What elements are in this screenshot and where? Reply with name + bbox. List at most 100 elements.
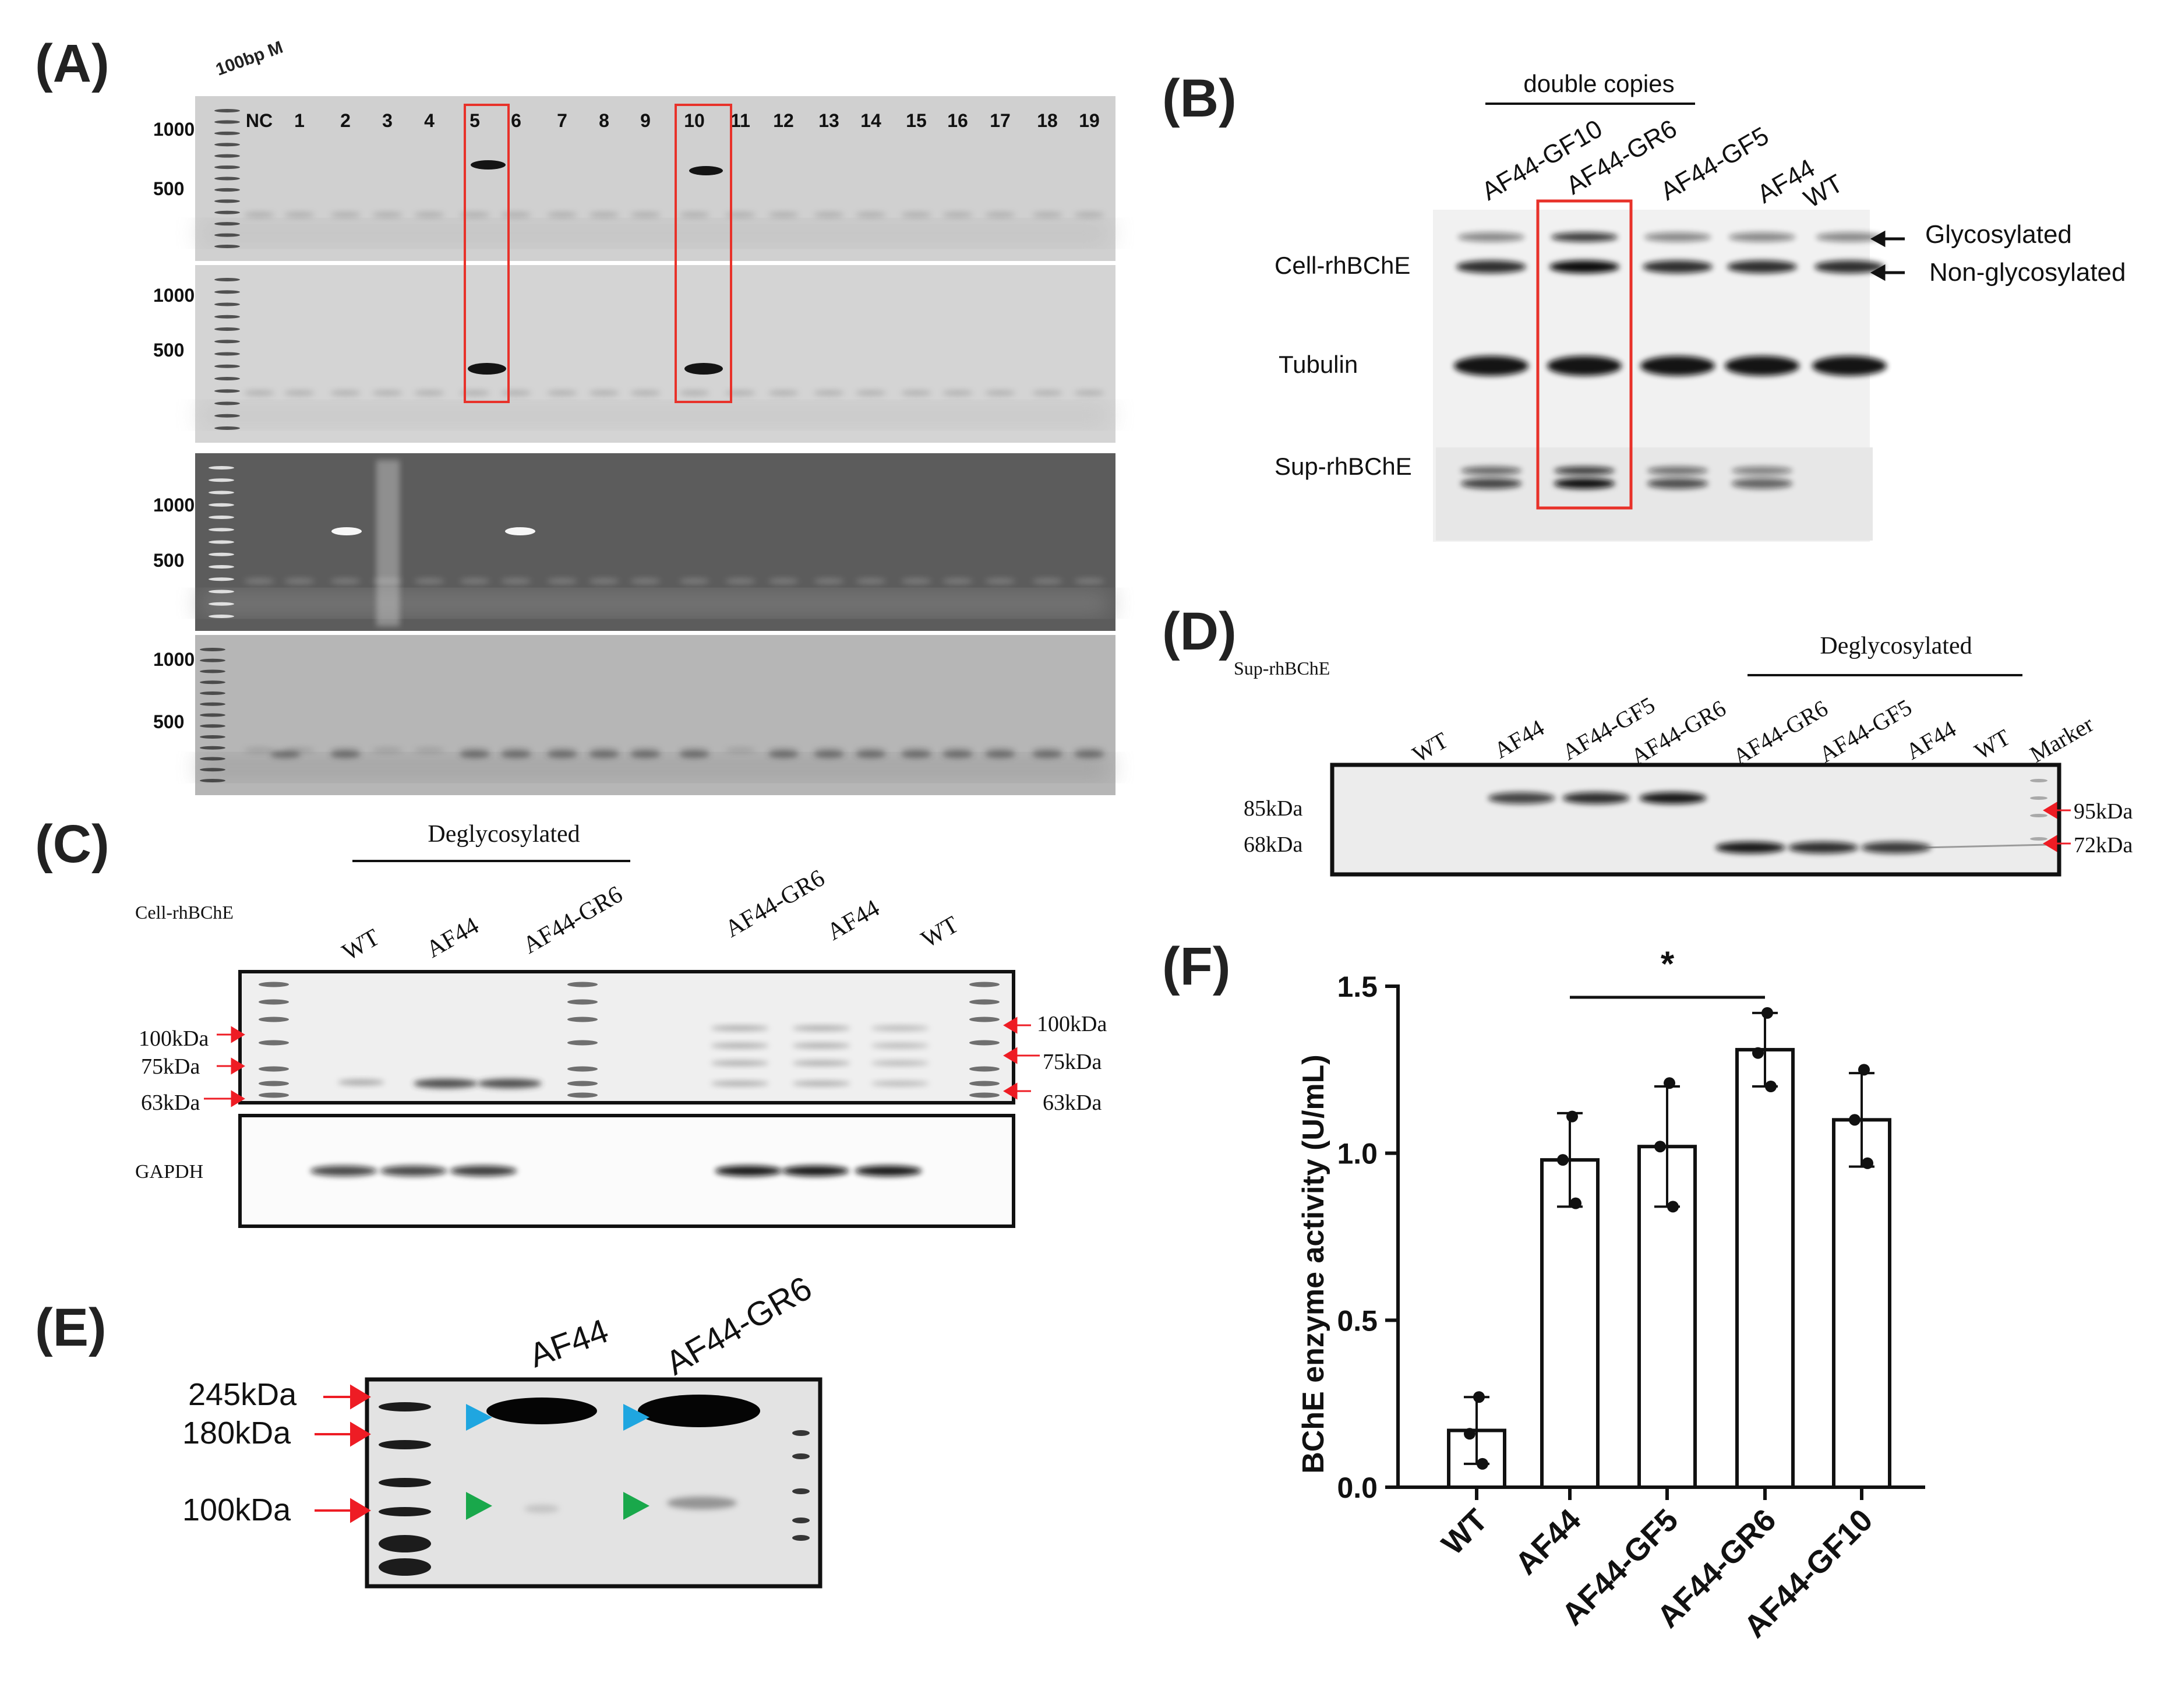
- band-smear: [711, 1081, 769, 1086]
- faint-band: [814, 211, 844, 218]
- faint-band: [460, 751, 490, 758]
- marker-label-c-right: 100kDa: [1037, 1012, 1107, 1036]
- panel-label-c: (C): [35, 814, 110, 874]
- ladder-band: [200, 779, 225, 782]
- lane-label-d: AF44: [1489, 714, 1548, 764]
- faint-band: [630, 751, 661, 758]
- ladder-band: [969, 982, 1000, 987]
- ladder-band: [214, 377, 240, 380]
- ladder-band: [200, 669, 225, 673]
- panel-label-d: (D): [1162, 602, 1237, 661]
- band-upper-af44: [486, 1398, 597, 1424]
- ladder-band: [792, 1518, 810, 1523]
- faint-band: [1032, 390, 1062, 396]
- lane-label: 17: [990, 110, 1011, 131]
- lane-label: 12: [773, 110, 794, 131]
- ladder-band: [969, 999, 1000, 1005]
- band-lane-10: [684, 363, 723, 375]
- ladder-band: [214, 154, 240, 158]
- faint-band: [1074, 211, 1104, 218]
- ladder-band: [2030, 837, 2047, 841]
- band-sup-lower: [1731, 478, 1793, 489]
- ladder-band: [200, 713, 225, 717]
- ladder-band: [209, 565, 234, 569]
- ladder-band: [214, 352, 240, 356]
- size-label-1000: 1000: [153, 119, 195, 140]
- faint-band: [814, 390, 844, 396]
- ladder-band: [209, 528, 234, 532]
- ladder-band: [214, 177, 240, 181]
- y-axis-label: BChE enzyme activity (U/mL): [1297, 1054, 1330, 1474]
- faint-band: [679, 211, 709, 218]
- marker-label-c-left: 63kDa: [141, 1091, 200, 1115]
- lane-label: 10: [684, 110, 705, 131]
- panel-label-b: (B): [1162, 69, 1237, 128]
- marker-label-d-left: 68kDa: [1244, 832, 1302, 857]
- panel-label-a: (A): [35, 34, 110, 93]
- ladder-band: [209, 516, 234, 519]
- faint-band: [901, 390, 931, 396]
- lane-label: 13: [818, 110, 839, 131]
- faint-band: [1032, 578, 1062, 584]
- ladder-band: [209, 615, 234, 618]
- panel-label-f: (F): [1162, 937, 1230, 996]
- panel-d: (D) Sup-rhBChE Deglycosylated WT AF44 AF…: [1162, 602, 2133, 877]
- gel-divider: [195, 631, 1115, 635]
- ladder-band: [259, 1092, 289, 1098]
- ladder-band: [2030, 796, 2047, 800]
- ladder-band: [214, 414, 240, 418]
- panel-e: (E) AF44 AF44-GR6 245kDa 180kDa 100kDa: [35, 1269, 822, 1589]
- faint-band: [942, 751, 973, 758]
- ladder-band: [200, 702, 225, 706]
- faint-band: [856, 751, 886, 758]
- marker-label-e: 180kDa: [182, 1416, 291, 1451]
- ladder-band: [214, 222, 240, 226]
- arrowhead-green: [466, 1492, 492, 1520]
- marker-label-d-right: 95kDa: [2074, 799, 2133, 824]
- highlight-lane-10: [675, 104, 732, 403]
- faint-band: [284, 211, 315, 218]
- data-point: [1667, 1201, 1679, 1213]
- ladder-band: [214, 143, 240, 147]
- lane-label: 7: [557, 110, 567, 131]
- lane-label-d: Marker: [2025, 711, 2098, 768]
- lane-label-e: AF44: [524, 1312, 613, 1375]
- ladder-band: [567, 999, 598, 1005]
- panel-f: (F) 0.00.51.01.5WT AF44AF44-GF5AF44-GR6AF…: [1162, 937, 1925, 1645]
- blot-b-bands: [1436, 232, 1887, 541]
- ladder-band: [214, 210, 240, 214]
- faint-band: [330, 211, 361, 218]
- faint-band: [942, 211, 973, 218]
- lane-label: NC: [246, 110, 273, 131]
- band-glycosylated: [1644, 232, 1711, 242]
- ladder-band: [200, 746, 225, 750]
- lane-label-c: WT: [917, 911, 963, 953]
- annotation-glycosylated: Glycosylated: [1925, 220, 2072, 249]
- ladder-band: [259, 1017, 289, 1022]
- marker-label-a: 100bp M: [213, 38, 285, 80]
- ladder-band: [2030, 814, 2047, 817]
- ladder-band: [214, 199, 240, 203]
- size-label-1000: 1000: [153, 285, 195, 306]
- ladder-band: [200, 648, 225, 651]
- ladder-band: [214, 426, 240, 430]
- blot-d-bands: [1488, 779, 2048, 853]
- ladder-band: [214, 278, 240, 281]
- bar: [1735, 1047, 1795, 1489]
- faint-band: [1032, 211, 1062, 218]
- ladder-band: [209, 478, 234, 482]
- row-label-gapdh: GAPDH: [135, 1161, 203, 1183]
- ladder-band: [969, 1092, 1000, 1098]
- band-non-glycosylated: [1727, 260, 1797, 273]
- lane-label-c: AF44-GR6: [518, 881, 627, 959]
- ladder-band: [259, 999, 289, 1005]
- ladder-band: [214, 109, 240, 112]
- marker-arrows-e: [315, 1384, 371, 1523]
- highlight-lane-5: [464, 104, 510, 403]
- band-sup-lower: [1647, 478, 1708, 489]
- ladder-band: [214, 131, 240, 135]
- faint-band: [284, 578, 315, 584]
- band-lane-5: [468, 363, 506, 375]
- band-gapdh: [310, 1166, 377, 1176]
- ladder-band: [200, 757, 225, 761]
